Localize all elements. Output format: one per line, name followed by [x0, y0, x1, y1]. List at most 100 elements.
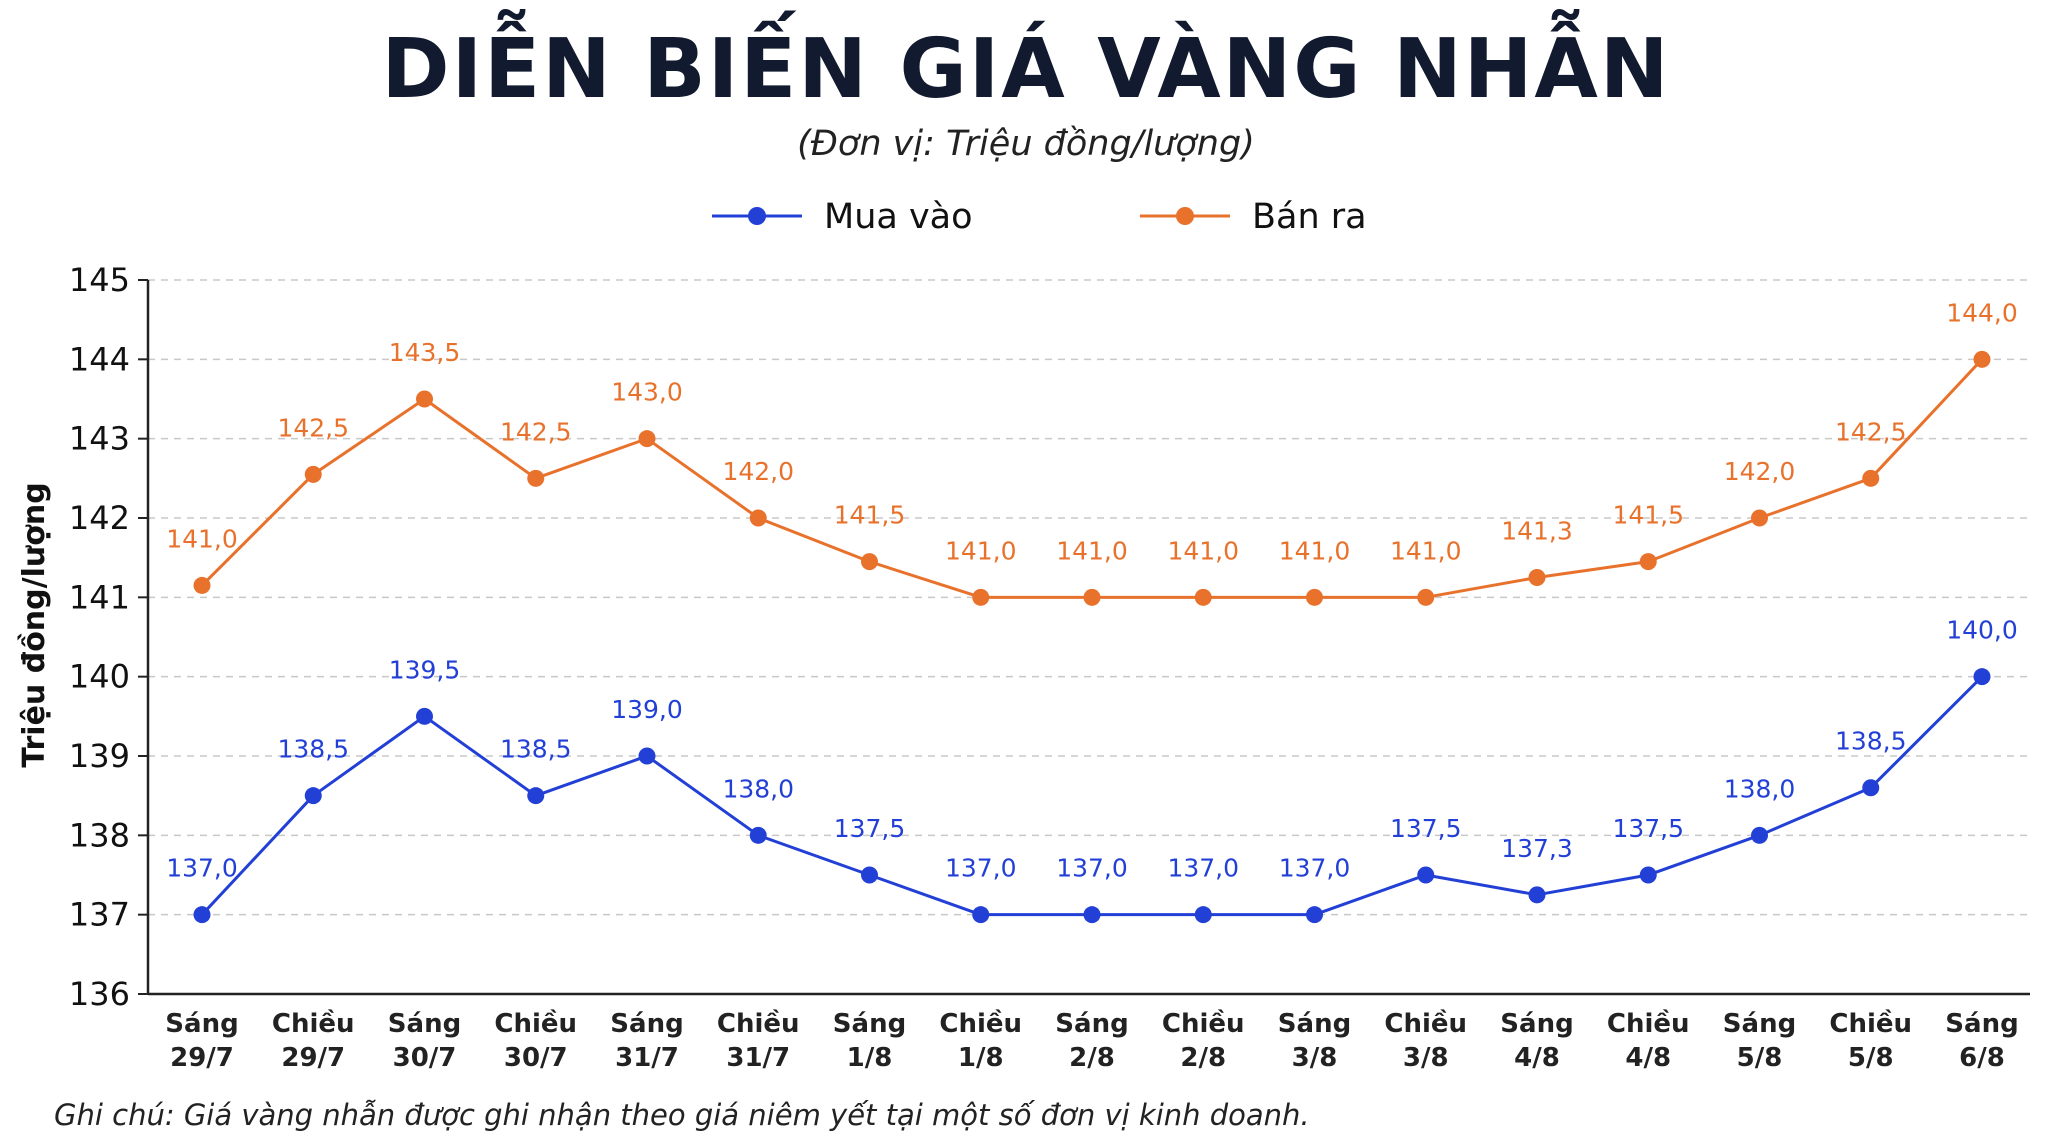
- data-label: 142,5: [1835, 417, 1907, 446]
- data-label: 137,0: [166, 854, 238, 883]
- x-tick-label: Chiều: [939, 1008, 1022, 1039]
- data-label: 137,0: [1279, 854, 1351, 883]
- data-point: [1973, 350, 1991, 368]
- x-tick-label: 2/8: [1069, 1043, 1115, 1073]
- data-label: 142,5: [500, 417, 572, 446]
- chart-note: Ghi chú: Giá vàng nhẫn được ghi nhận the…: [54, 1098, 1310, 1132]
- x-tick-label: Sáng: [388, 1009, 461, 1039]
- x-tick-label: 29/7: [170, 1043, 234, 1073]
- data-label: 143,5: [389, 338, 461, 367]
- data-label: 142,0: [722, 457, 794, 486]
- x-tick-label: Chiều: [1607, 1008, 1690, 1039]
- y-tick-label: 137: [69, 896, 130, 934]
- y-tick-label: 138: [69, 816, 130, 854]
- legend-marker: [1176, 207, 1194, 225]
- data-point: [527, 787, 545, 805]
- data-label: 141,3: [1501, 517, 1573, 546]
- data-label: 138,0: [722, 774, 794, 803]
- x-tick-label: 1/8: [958, 1043, 1004, 1073]
- data-point: [193, 906, 211, 924]
- data-point: [1417, 588, 1435, 606]
- data-label: 139,5: [389, 655, 461, 684]
- data-point: [1528, 886, 1546, 904]
- data-label: 141,0: [1390, 536, 1462, 565]
- x-tick-label: 29/7: [281, 1043, 345, 1073]
- data-point: [1083, 906, 1101, 924]
- data-point: [861, 553, 878, 571]
- data-point: [1862, 469, 1880, 487]
- y-tick-label: 139: [69, 737, 130, 775]
- chart-subtitle: (Đơn vị: Triệu đồng/lượng): [797, 124, 1255, 164]
- data-label: 139,0: [611, 695, 683, 724]
- legend-marker: [748, 207, 766, 225]
- legend[interactable]: Mua vào Bán ra: [712, 197, 1367, 237]
- x-tick-label: 30/7: [504, 1043, 568, 1073]
- data-label: 137,3: [1501, 834, 1573, 863]
- data-label: 143,0: [611, 378, 683, 407]
- data-point: [416, 707, 433, 725]
- x-tick-label: 31/7: [726, 1043, 790, 1073]
- data-label: 141,0: [166, 524, 238, 553]
- x-tick-label: Sáng: [1500, 1009, 1573, 1039]
- data-point: [1306, 588, 1323, 606]
- axes: 136 137 138 139 140 141 142 143 144 145 Sáng 29/7 Ch…: [69, 261, 2030, 1073]
- y-tick-label: 145: [69, 261, 130, 299]
- data-point: [1528, 569, 1546, 586]
- data-point: [1751, 826, 1768, 844]
- data-point: [1306, 906, 1323, 924]
- data-point: [972, 906, 990, 924]
- x-tick-label: Chiều: [1384, 1008, 1467, 1039]
- data-label: 138,5: [500, 735, 572, 764]
- x-tick-label: 6/8: [1959, 1043, 2005, 1073]
- x-tick-label: Sáng: [1278, 1009, 1351, 1039]
- y-tick-label: 142: [69, 499, 130, 537]
- data-label: 138,0: [1724, 774, 1796, 803]
- data-label: 142,0: [1724, 457, 1796, 486]
- y-axis-label: Triệu đồng/lượng: [17, 482, 52, 767]
- data-label: 141,5: [1612, 501, 1684, 530]
- legend-item[interactable]: Mua vào: [712, 197, 973, 237]
- x-tick-label: 5/8: [1737, 1043, 1783, 1073]
- y-tick-label: 144: [69, 340, 130, 378]
- data-label: 141,5: [834, 501, 906, 530]
- data-point: [638, 430, 656, 448]
- x-tick-label: 5/8: [1848, 1043, 1894, 1073]
- y-tick-label: 140: [69, 658, 130, 696]
- data-point: [972, 588, 990, 606]
- x-tick-label: Sáng: [1945, 1009, 2018, 1039]
- x-tick-label: Chiều: [717, 1008, 800, 1039]
- data-point: [1417, 866, 1435, 884]
- x-tick-label: 1/8: [847, 1043, 893, 1073]
- x-tick-label: Sáng: [610, 1009, 683, 1039]
- y-tick-label: 141: [69, 578, 130, 616]
- x-tick-label: Chiều: [272, 1008, 355, 1039]
- data-point: [749, 509, 767, 527]
- data-label: 137,5: [1612, 814, 1684, 843]
- data-point: [527, 469, 545, 487]
- x-tick-label: Sáng: [1055, 1009, 1128, 1039]
- legend-label: Bán ra: [1252, 197, 1367, 237]
- data-label: 141,0: [945, 536, 1017, 565]
- x-tick-label: Chiều: [1829, 1008, 1912, 1039]
- data-point: [304, 787, 322, 805]
- data-point: [1083, 588, 1101, 606]
- data-point: [638, 747, 656, 765]
- data-point: [1973, 668, 1991, 686]
- data-point: [1751, 509, 1768, 527]
- data-label: 138,5: [277, 735, 349, 764]
- data-label: 141,0: [1056, 536, 1128, 565]
- x-tick-label: Sáng: [165, 1009, 238, 1039]
- x-tick-label: Sáng: [833, 1009, 906, 1039]
- y-tick-label: 143: [69, 420, 130, 458]
- data-label: 144,0: [1946, 298, 2018, 327]
- x-tick-label: 2/8: [1180, 1043, 1226, 1073]
- y-tick-label: 136: [69, 975, 130, 1013]
- series: 137,0 138,5 139,5 138,5 139,0 138,0 137,5 137,0…: [166, 298, 2018, 924]
- x-tick-label: 31/7: [615, 1043, 679, 1073]
- data-label: 138,5: [1835, 727, 1907, 756]
- data-label: 137,0: [945, 854, 1017, 883]
- legend-item[interactable]: Bán ra: [1140, 197, 1367, 237]
- x-tick-label: 3/8: [1292, 1043, 1338, 1073]
- data-point: [1862, 779, 1880, 797]
